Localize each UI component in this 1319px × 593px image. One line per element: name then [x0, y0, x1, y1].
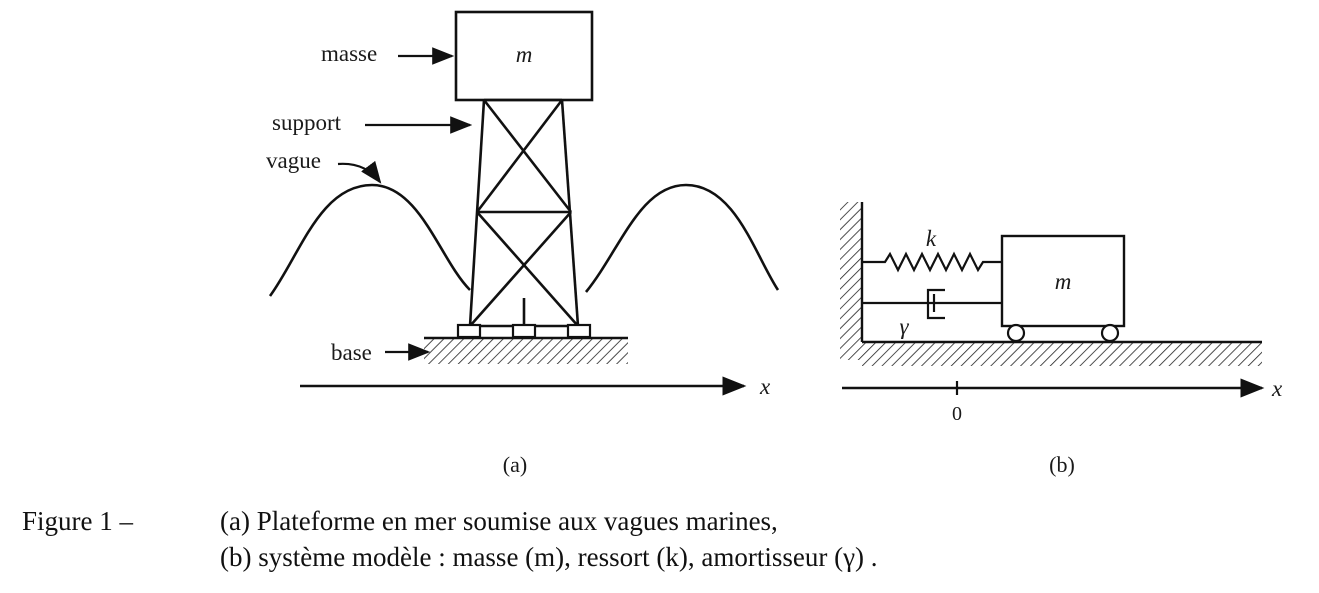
label-base: base	[331, 340, 372, 365]
wheel-left	[1006, 323, 1026, 343]
wall	[840, 202, 862, 360]
footing-right	[566, 323, 592, 339]
arrow-vague	[337, 160, 382, 184]
model-system-diagram: k γ m 0 x (b)	[840, 202, 1283, 477]
support-tower	[468, 98, 580, 328]
platform-base	[424, 338, 628, 364]
spring-symbol: k	[926, 226, 937, 251]
floor	[862, 342, 1262, 366]
platform-diagram: m masse support vague base	[266, 10, 780, 477]
caption-line-1: (a) Plateforme en mer soumise aux vagues…	[220, 506, 778, 536]
label-support: support	[272, 110, 342, 135]
wheel-right	[1100, 323, 1120, 343]
damper	[862, 288, 1002, 320]
axis-x-label-a: x	[759, 374, 771, 399]
platform-mass-box	[454, 10, 594, 102]
footing-center	[511, 323, 537, 339]
model-mass-symbol: m	[1055, 269, 1072, 294]
sublabel-a: (a)	[503, 452, 527, 477]
label-vague: vague	[266, 148, 321, 173]
origin-tick-label: 0	[952, 403, 962, 425]
damper-symbol: γ	[899, 314, 909, 339]
spring	[862, 251, 1002, 273]
axis-x-label-b: x	[1271, 376, 1283, 401]
wave-right	[584, 183, 780, 293]
label-masse: masse	[321, 41, 377, 66]
wave-left	[268, 183, 471, 297]
caption-line-2: (b) système modèle : masse (m), ressort …	[220, 542, 878, 572]
footing-left	[456, 323, 482, 339]
caption-prefix: Figure 1 –	[22, 506, 133, 536]
platform-mass-symbol: m	[516, 42, 533, 67]
sublabel-b: (b)	[1049, 452, 1075, 477]
model-mass-box	[1000, 234, 1126, 328]
